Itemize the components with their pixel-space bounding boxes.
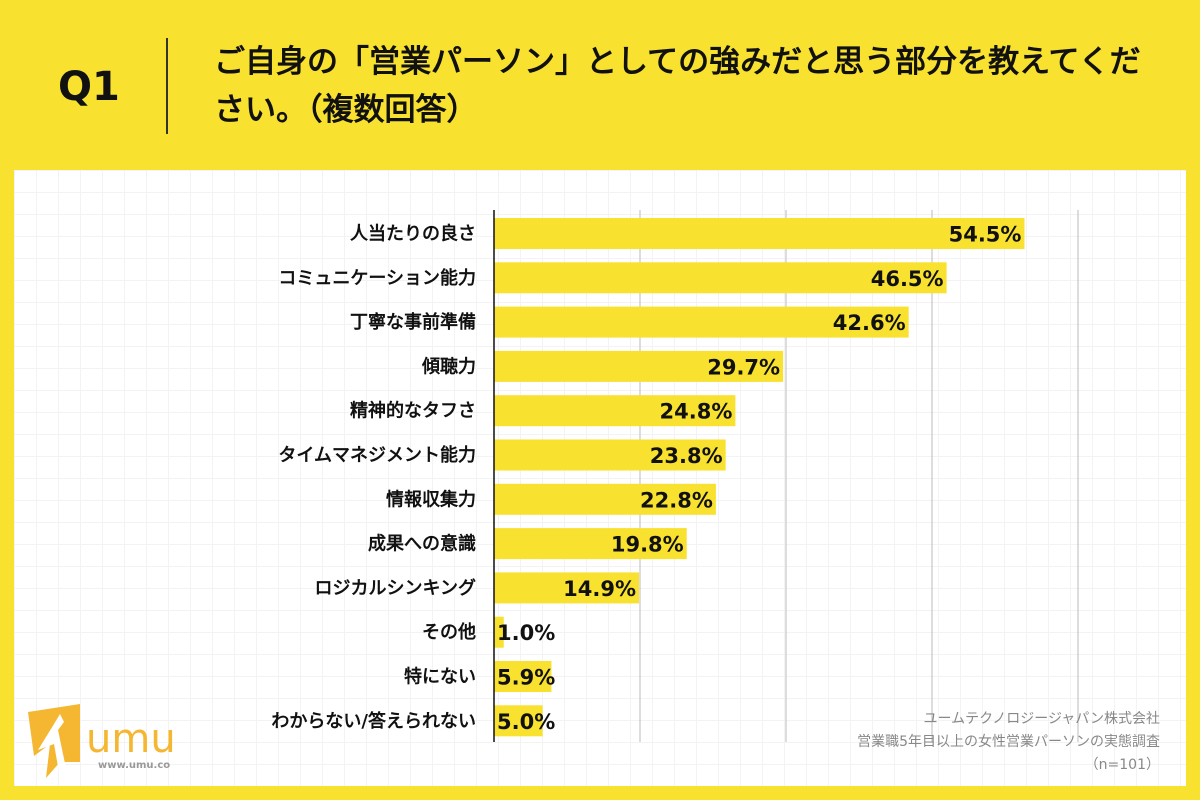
category-label: 特にない bbox=[404, 666, 476, 688]
value-label: 23.8% bbox=[650, 444, 723, 468]
category-label: わからない/答えられない bbox=[271, 710, 476, 732]
umu-logo: umu www.umu.co bbox=[24, 700, 184, 784]
bar bbox=[494, 350, 784, 382]
category-label: 丁寧な事前準備 bbox=[350, 311, 476, 333]
value-label: 24.8% bbox=[660, 400, 733, 424]
bar bbox=[494, 262, 947, 294]
bar bbox=[494, 306, 909, 338]
value-label: 1.0% bbox=[497, 621, 555, 645]
category-label: 精神的なタフさ bbox=[350, 400, 476, 422]
bar bbox=[494, 483, 716, 515]
category-label: 傾聴力 bbox=[421, 355, 476, 377]
question-number: Q1 bbox=[58, 64, 120, 110]
category-label: タイムマネジメント能力 bbox=[278, 444, 476, 466]
value-label: 22.8% bbox=[640, 488, 713, 512]
value-label: 19.8% bbox=[611, 533, 684, 557]
category-label: その他 bbox=[422, 621, 476, 643]
bar bbox=[494, 395, 736, 427]
value-label: 42.6% bbox=[833, 311, 906, 335]
value-label: 46.5% bbox=[871, 267, 944, 291]
value-label: 5.9% bbox=[497, 666, 555, 690]
category-label: 成果への意識 bbox=[368, 533, 476, 555]
bar bbox=[494, 218, 1025, 249]
category-label: 情報収集力 bbox=[386, 488, 476, 510]
value-label: 14.9% bbox=[563, 577, 636, 601]
source-credit: ユームテクノロジージャパン株式会社 営業職5年目以上の女性営業パーソンの実態調査… bbox=[857, 708, 1160, 777]
category-label: ロジカルシンキング bbox=[315, 577, 476, 599]
category-label: コミュニケーション能力 bbox=[278, 267, 476, 289]
category-label: 人当たりの良さ bbox=[350, 223, 476, 245]
divider bbox=[166, 38, 168, 134]
value-label: 54.5% bbox=[949, 223, 1022, 247]
bar bbox=[494, 572, 640, 604]
value-label: 29.7% bbox=[707, 355, 780, 379]
credit-company: ユームテクノロジージャパン株式会社 bbox=[923, 711, 1160, 727]
bar bbox=[494, 705, 543, 737]
bar bbox=[494, 528, 687, 560]
credit-survey: 営業職5年目以上の女性営業パーソンの実態調査 bbox=[857, 734, 1160, 750]
bar bbox=[494, 661, 552, 692]
bar bbox=[494, 616, 504, 648]
question-title: ご自身の「営業パーソン」としての強みだと思う部分を教えてください。（複数回答） bbox=[214, 44, 1141, 128]
credit-sample: （n=101） bbox=[1084, 757, 1160, 773]
value-label: 5.0% bbox=[497, 710, 555, 734]
svg-text:umu: umu bbox=[86, 716, 176, 762]
giraffe-logo-icon: umu www.umu.co bbox=[28, 704, 176, 778]
logo-url: www.umu.co bbox=[98, 760, 170, 771]
bar bbox=[494, 439, 726, 471]
